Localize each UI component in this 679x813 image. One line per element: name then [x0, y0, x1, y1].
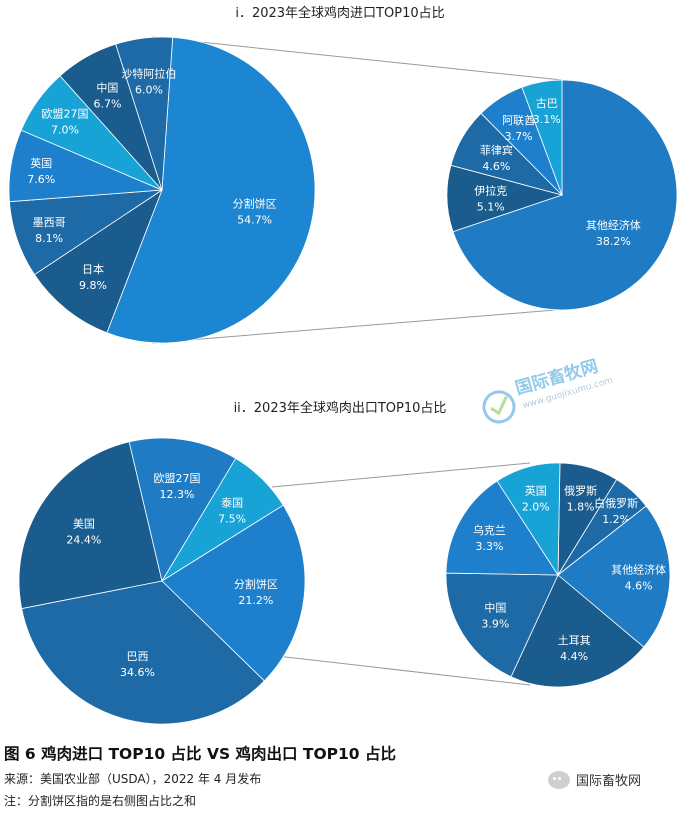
import-main-value-0: 54.7% [237, 214, 272, 227]
import-main-slice-0 [106, 36, 316, 344]
export-breakdown-connectors [267, 462, 531, 686]
import-sub-value-1: 5.1% [477, 200, 505, 213]
brand-signature: 国际畜牧网 [548, 770, 641, 789]
export-main-pie: 泰国 7.5% 分割饼区 21.2% 巴西 34.6% 美国 24.4% 欧盟27国 12.3% [18, 437, 306, 725]
export-sub-value-5: 3.3% [475, 540, 503, 553]
export-main-label-0: 泰国 [221, 496, 243, 510]
export-sub-label-2: 其他经济体 [611, 562, 666, 576]
import-main-label-1: 日本 [82, 262, 104, 276]
export-main-value-3: 24.4% [66, 534, 101, 547]
import-breakdown-pie: 其他经济体 38.2% 伊拉克 5.1% 菲律宾 4.6% 阿联酋 3.7% 古巴 3.1% [446, 79, 678, 311]
export-main-value-0: 7.5% [218, 513, 246, 526]
export-sub-slice-3 [510, 574, 645, 688]
export-sub-value-2: 4.6% [625, 579, 653, 592]
import-main-pie: 分割饼区 54.7% 日本 9.8% 墨西哥 8.1% 英国 7.6% 欧盟27国 7.0% 中国 6… [8, 36, 316, 344]
figure-note: 注：分割饼区指的是右侧图占比之和 [4, 794, 197, 808]
import-connector-0 [151, 36, 563, 81]
import-sub-label-3: 阿联酋 [502, 113, 535, 127]
export-main-label-4: 欧盟27国 [153, 472, 200, 485]
import-main-value-4: 7.0% [51, 123, 79, 136]
import-main-value-3: 7.6% [27, 173, 55, 186]
export-sub-value-0: 1.8% [567, 501, 595, 514]
export-main-slice-2 [21, 580, 265, 725]
watermark-logo-icon [482, 390, 516, 424]
export-sub-value-4: 3.9% [481, 617, 509, 630]
export-sub-label-4: 中国 [484, 601, 506, 614]
import-main-value-1: 9.8% [79, 279, 107, 292]
export-sub-label-1: 白俄罗斯 [594, 496, 638, 510]
export-main-label-2: 巴西 [126, 650, 148, 663]
export-sub-value-3: 4.4% [560, 650, 588, 663]
import-breakdown-connectors [151, 36, 563, 344]
watermark: 国际畜牧网 www.guojixumu.com [482, 356, 614, 424]
export-main-slice-3 [18, 441, 163, 610]
wechat-icon [548, 770, 570, 789]
watermark-check-icon [490, 395, 508, 416]
import-main-label-6: 沙特阿拉伯 [121, 67, 176, 81]
import-main-label-2: 墨西哥 [33, 216, 66, 229]
import-main-label-3: 英国 [30, 156, 52, 170]
export-main-slice-4 [128, 437, 237, 583]
import-sub-label-4: 古巴 [536, 97, 558, 110]
import-chart-title: i．2023年全球鸡肉进口TOP10占比 [235, 5, 444, 21]
import-main-label-4: 欧盟27国 [41, 107, 88, 120]
export-main-label-3: 美国 [73, 518, 95, 531]
export-sub-slice-2 [557, 505, 671, 648]
export-main-value-2: 34.6% [120, 666, 155, 679]
import-main-slice-1 [33, 188, 163, 334]
import-sub-value-3: 3.7% [505, 130, 533, 143]
import-sub-label-1: 伊拉克 [474, 183, 507, 197]
export-sub-label-0: 俄罗斯 [564, 485, 597, 498]
import-sub-label-0: 其他经济体 [586, 218, 641, 232]
export-chart: ii．2023年全球鸡肉出口TOP10占比 泰国 7.5% 分割饼区 21.2% 巴西 3… [18, 400, 671, 725]
export-breakdown-pie: 俄罗斯 1.8% 白俄罗斯 1.2% 其他经济体 4.6% 土耳其 4.4% 中国 3.9% 乌克兰… [445, 462, 671, 688]
export-sub-slice-5 [445, 480, 559, 576]
export-sub-label-5: 乌克兰 [473, 523, 506, 537]
export-sub-label-3: 土耳其 [558, 634, 591, 647]
import-sub-slice-4 [521, 79, 563, 196]
import-main-label-5: 中国 [96, 81, 118, 94]
export-sub-value-6: 2.0% [522, 500, 550, 513]
import-sub-value-2: 4.6% [482, 160, 510, 173]
import-sub-label-2: 菲律宾 [480, 143, 513, 157]
import-chart: i．2023年全球鸡肉进口TOP10占比 分割饼区 54.7% 日本 9.8% 墨西哥 8… [8, 5, 678, 344]
import-main-value-5: 6.7% [93, 97, 121, 110]
figure-source: 来源：美国农业部（USDA），2022 年 4 月发布 [4, 772, 262, 786]
export-main-value-1: 21.2% [238, 594, 273, 607]
import-connector-1 [151, 309, 556, 344]
export-chart-title: ii．2023年全球鸡肉出口TOP10占比 [234, 400, 447, 416]
export-connector-1 [267, 654, 531, 686]
figure-title: 图 6 鸡肉进口 TOP10 占比 VS 鸡肉出口 TOP10 占比 [4, 745, 396, 763]
import-sub-value-4: 3.1% [533, 113, 561, 126]
import-main-value-2: 8.1% [35, 232, 63, 245]
export-main-value-4: 12.3% [160, 488, 195, 501]
import-sub-slice-0 [452, 79, 678, 311]
import-main-value-6: 6.0% [135, 84, 163, 97]
export-main-slice-1 [161, 504, 306, 682]
export-sub-label-6: 英国 [525, 483, 547, 497]
brand-name: 国际畜牧网 [576, 774, 642, 789]
export-main-label-1: 分割饼区 [234, 577, 278, 591]
import-main-slice-6 [115, 36, 174, 191]
export-connector-0 [271, 462, 531, 488]
import-sub-value-0: 38.2% [596, 235, 631, 248]
export-sub-slice-6 [496, 462, 561, 577]
export-sub-slice-4 [445, 572, 559, 678]
import-main-label-0: 分割饼区 [233, 197, 277, 211]
export-sub-value-1: 1.2% [602, 513, 630, 526]
